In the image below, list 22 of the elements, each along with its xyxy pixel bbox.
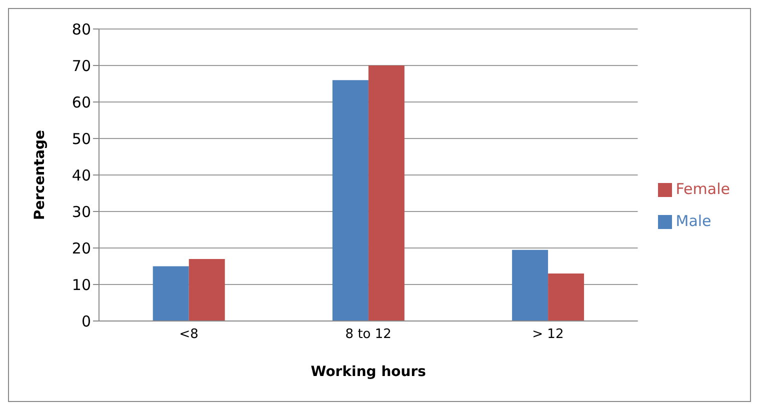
x-tick-label: <8 bbox=[179, 327, 198, 342]
x-axis-title: Working hours bbox=[310, 364, 426, 380]
y-tick-label: 40 bbox=[72, 166, 91, 184]
y-tick-label: 70 bbox=[72, 56, 91, 75]
bar bbox=[332, 80, 368, 321]
y-tick-label: 50 bbox=[72, 130, 91, 148]
y-tick-label: 60 bbox=[72, 93, 91, 112]
y-tick-label: 20 bbox=[72, 239, 91, 258]
bar bbox=[512, 250, 548, 321]
legend-label: Male bbox=[676, 212, 712, 230]
y-tick-label: 10 bbox=[72, 276, 91, 294]
x-tick-label: > 12 bbox=[532, 327, 564, 342]
legend-label: Female bbox=[676, 180, 730, 198]
y-tick-label: 80 bbox=[72, 20, 91, 38]
x-tick-label: 8 to 12 bbox=[345, 327, 392, 342]
bar bbox=[152, 266, 189, 321]
bar bbox=[548, 274, 584, 321]
y-tick-label: 0 bbox=[81, 312, 91, 330]
bar bbox=[188, 258, 225, 321]
y-tick-label: 30 bbox=[72, 202, 91, 221]
y-axis-title: Percentage bbox=[32, 130, 48, 220]
bar bbox=[368, 66, 404, 321]
